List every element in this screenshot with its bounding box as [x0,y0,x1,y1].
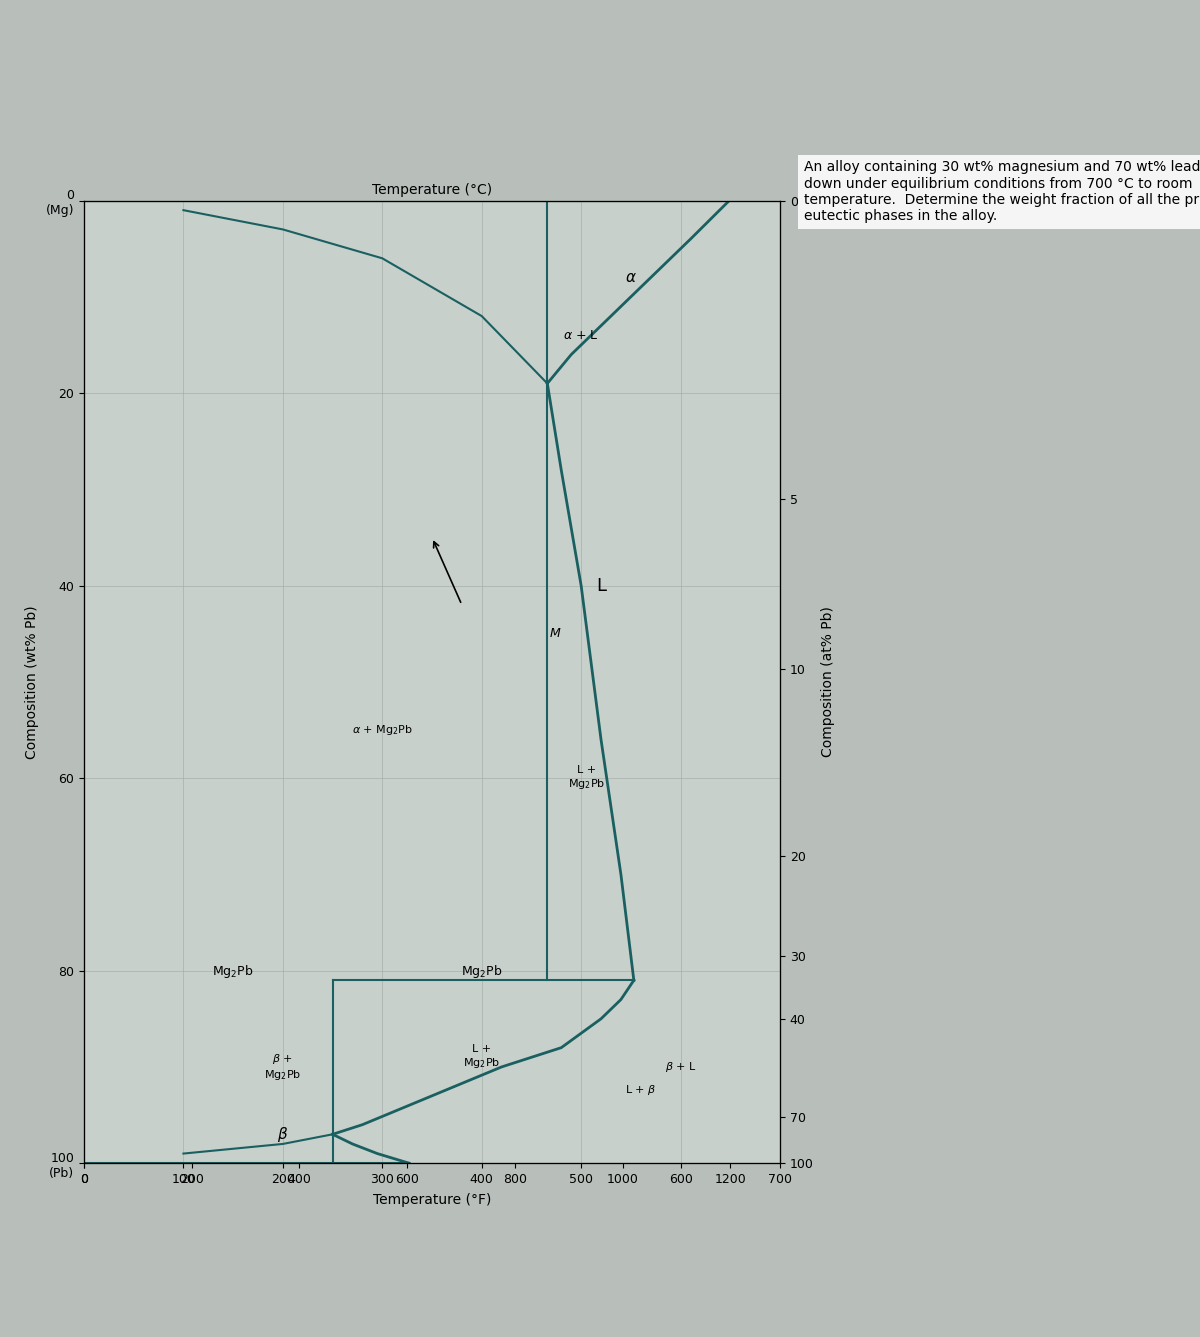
Text: $\alpha$ + Mg$_2$Pb: $\alpha$ + Mg$_2$Pb [352,723,413,737]
Text: M: M [550,627,560,640]
Text: L + $\beta$: L + $\beta$ [625,1083,656,1108]
Text: An alloy containing 30 wt% magnesium and 70 wt% lead is cooled
down under equili: An alloy containing 30 wt% magnesium and… [804,160,1200,223]
Text: L +
Mg$_2$Pb: L + Mg$_2$Pb [568,765,605,792]
Text: Mg$_2$Pb: Mg$_2$Pb [461,963,503,980]
Text: L +
Mg$_2$Pb: L + Mg$_2$Pb [463,1044,500,1071]
Text: L: L [596,576,606,595]
Text: $\beta$: $\beta$ [277,1124,288,1144]
Text: $\alpha$: $\alpha$ [625,270,637,285]
Text: $\beta$ + L: $\beta$ + L [665,1060,696,1074]
Text: $\beta$ +
Mg$_2$Pb: $\beta$ + Mg$_2$Pb [264,1052,301,1082]
X-axis label: Temperature (°F): Temperature (°F) [373,1193,491,1207]
X-axis label: Temperature (°C): Temperature (°C) [372,183,492,197]
Y-axis label: Composition (wt% Pb): Composition (wt% Pb) [25,606,38,758]
Text: Mg$_2$Pb: Mg$_2$Pb [212,963,254,980]
Text: $\alpha$ + L: $\alpha$ + L [563,329,599,342]
Y-axis label: Composition (at% Pb): Composition (at% Pb) [821,607,834,757]
